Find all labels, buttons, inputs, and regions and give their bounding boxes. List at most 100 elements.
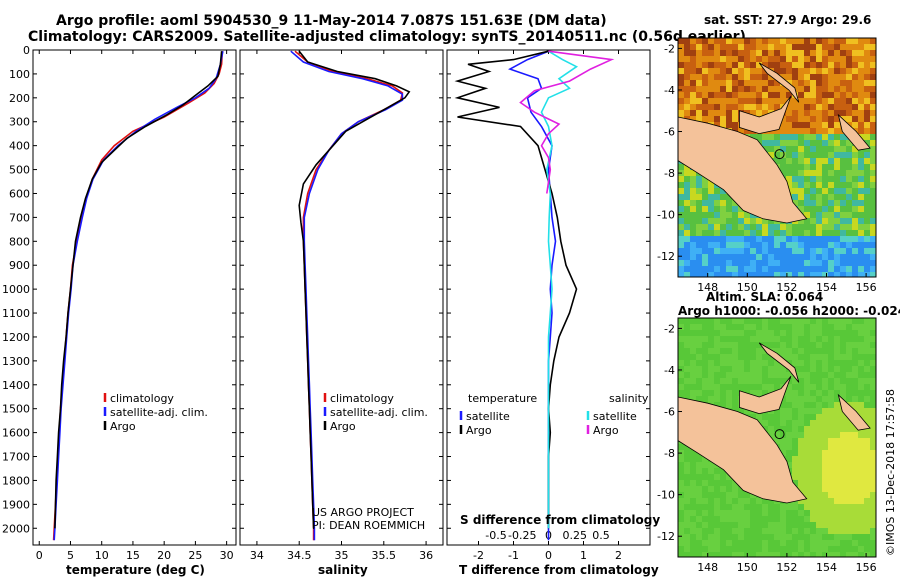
map-cell (798, 80, 804, 86)
map-cell (804, 354, 810, 360)
map-cell (852, 522, 858, 528)
map-cell (756, 516, 762, 522)
map-cell (756, 62, 762, 68)
map-cell (768, 528, 774, 534)
map-cell (714, 236, 720, 242)
map-cell (696, 318, 702, 324)
map-cell (840, 432, 846, 438)
map-cell (702, 546, 708, 552)
map-cell (858, 80, 864, 86)
map-cell (840, 426, 846, 432)
map-cell (756, 546, 762, 552)
map-cell (780, 170, 786, 176)
map-cell (864, 510, 870, 516)
map-cell (810, 182, 816, 188)
map-cell (738, 528, 744, 534)
map-cell (732, 224, 738, 230)
map-cell (690, 522, 696, 528)
map-cell (696, 218, 702, 224)
map-cell (816, 104, 822, 110)
map-cell (774, 324, 780, 330)
map-cell (798, 402, 804, 408)
map-cell (858, 62, 864, 68)
map-cell (816, 146, 822, 152)
map-cell (768, 426, 774, 432)
map-cell (696, 80, 702, 86)
map-cell (708, 486, 714, 492)
map-cell (678, 318, 684, 324)
map-cell (864, 44, 870, 50)
map-cell (732, 378, 738, 384)
map-cell (870, 62, 876, 68)
map-cell (708, 372, 714, 378)
map-cell (786, 342, 792, 348)
map-cell (750, 98, 756, 104)
series-line-difference-1 (454, 50, 578, 529)
map-cell (816, 408, 822, 414)
map-cell (690, 540, 696, 546)
map-cell (726, 254, 732, 260)
map-cell (852, 480, 858, 486)
map-cell (792, 62, 798, 68)
map-cell (870, 38, 876, 44)
map-cell (756, 230, 762, 236)
map-ytick-label-sla-map: -2 (664, 322, 675, 335)
map-cell (780, 92, 786, 98)
map-cell (864, 260, 870, 266)
map-cell (816, 378, 822, 384)
map-cell (696, 336, 702, 342)
map-cell (816, 552, 822, 557)
map-cell (864, 128, 870, 134)
map-cell (840, 486, 846, 492)
map-cell (822, 378, 828, 384)
map-cell (822, 396, 828, 402)
map-cell (810, 498, 816, 504)
map-cell (762, 498, 768, 504)
map-cell (684, 444, 690, 450)
map-cell (810, 522, 816, 528)
map-cell (846, 248, 852, 254)
map-cell (822, 516, 828, 522)
map-cell (726, 218, 732, 224)
map-cell (732, 510, 738, 516)
map-cell (750, 74, 756, 80)
map-cell (774, 348, 780, 354)
map-cell (822, 128, 828, 134)
map-cell (780, 98, 786, 104)
map-cell (786, 330, 792, 336)
temperature-xlabel: temperature (deg C) (66, 563, 205, 577)
map-cell (750, 110, 756, 116)
map-cell (708, 98, 714, 104)
map-cell (720, 224, 726, 230)
map-cell (834, 342, 840, 348)
map-cell (738, 86, 744, 92)
series-line-difference-3 (519, 50, 615, 194)
map-cell (762, 80, 768, 86)
map-cell (864, 342, 870, 348)
map-cell (846, 528, 852, 534)
map-cell (804, 534, 810, 540)
map-cell (840, 164, 846, 170)
map-cell (714, 498, 720, 504)
map-cell (822, 528, 828, 534)
map-cell (828, 342, 834, 348)
map-cell (870, 390, 876, 396)
map-cell (822, 504, 828, 510)
map-cell (858, 164, 864, 170)
map-cell (750, 414, 756, 420)
map-cell (690, 188, 696, 194)
map-cell (690, 384, 696, 390)
map-cell (678, 348, 684, 354)
legend-label-t: satellite (466, 410, 510, 423)
map-cell (792, 462, 798, 468)
map-cell (870, 474, 876, 480)
map-cell (846, 206, 852, 212)
map-cell (768, 140, 774, 146)
map-cell (690, 38, 696, 44)
map-cell (864, 432, 870, 438)
map-cell (696, 504, 702, 510)
map-cell (786, 248, 792, 254)
map-cell (690, 110, 696, 116)
map-cell (678, 44, 684, 50)
map-cell (702, 266, 708, 272)
